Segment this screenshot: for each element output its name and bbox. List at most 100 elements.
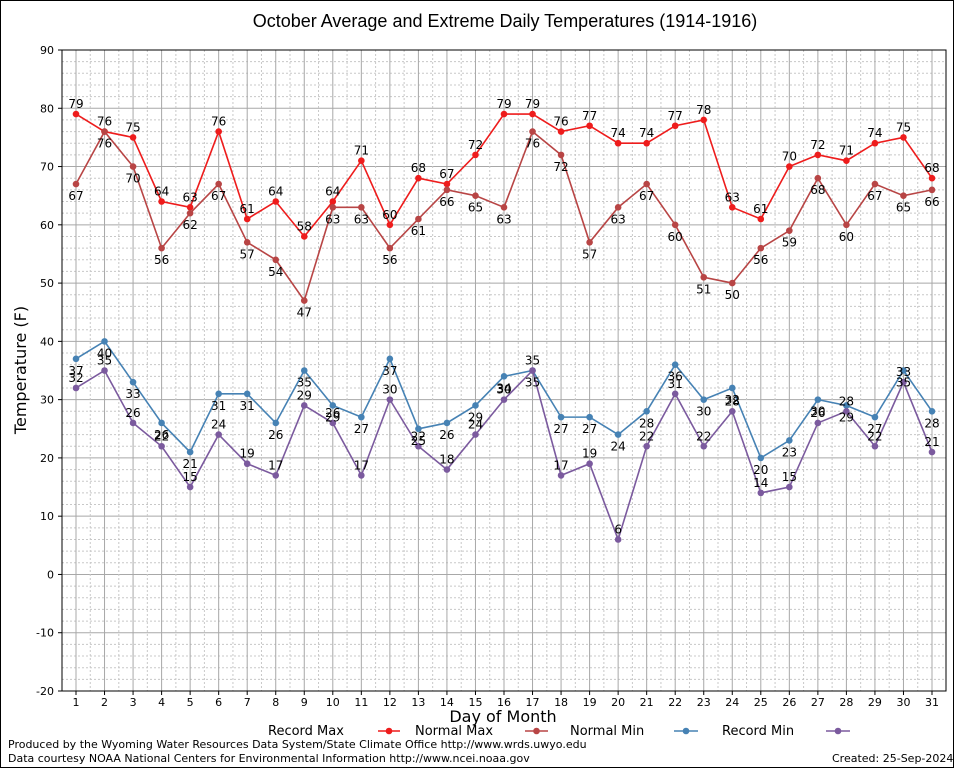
record-min-point — [500, 396, 508, 403]
normal-max-point — [443, 186, 451, 194]
record-min-data-label: 26 — [325, 406, 340, 420]
record-max-data-label: 58 — [297, 219, 312, 233]
legend-marker-record-max — [385, 727, 393, 735]
record-min-point — [814, 419, 822, 427]
normal-min-point — [757, 454, 765, 462]
normal-min-point — [900, 367, 907, 374]
x-tick-label: 20 — [611, 696, 625, 709]
normal-max-data-label: 67 — [867, 189, 882, 203]
record-max-data-label: 60 — [382, 208, 397, 222]
normal-min-data-label: 29 — [325, 410, 340, 424]
record-max-point — [614, 139, 622, 147]
normal-min-point — [557, 413, 565, 421]
data-credit: Data courtesy NOAA National Centers for … — [8, 752, 530, 765]
normal-max-point — [557, 151, 565, 159]
record-max-point — [386, 221, 394, 229]
y-tick-label: 0 — [47, 568, 54, 581]
record-max-point — [158, 198, 165, 205]
record-max-point — [300, 233, 308, 240]
normal-min-point — [586, 413, 593, 421]
y-tick-label: 60 — [40, 219, 54, 232]
record-min-data-label: 22 — [154, 429, 169, 443]
normal-min-data-label: 20 — [753, 463, 768, 477]
normal-max-point — [928, 186, 936, 194]
x-tick-label: 28 — [839, 696, 853, 709]
normal-min-point — [358, 413, 365, 421]
normal-min-data-label: 27 — [553, 422, 568, 436]
record-max-data-label: 74 — [639, 126, 654, 140]
record-max-data-label: 76 — [553, 115, 568, 129]
record-max-point — [472, 151, 479, 159]
record-max-data-label: 75 — [896, 120, 911, 134]
x-tick-label: 22 — [668, 696, 682, 709]
normal-max-point — [101, 128, 108, 135]
record-max-point — [814, 151, 822, 159]
record-min-point — [129, 419, 137, 427]
normal-max-point — [329, 204, 337, 211]
x-tick-label: 30 — [896, 696, 910, 709]
record-min-data-label: 35 — [525, 354, 540, 368]
record-max-data-label: 76 — [97, 115, 112, 129]
normal-max-point — [871, 180, 879, 188]
record-min-point — [728, 407, 736, 415]
normal-min-point — [472, 402, 479, 409]
record-max-data-label: 64 — [325, 185, 340, 199]
record-min-point — [928, 448, 936, 456]
x-tick-label: 18 — [554, 696, 568, 709]
chart-title: October Average and Extreme Daily Temper… — [253, 11, 758, 31]
legend-marker-record-min — [834, 727, 842, 735]
normal-min-data-label: 30 — [696, 405, 711, 419]
x-tick-label: 7 — [244, 696, 251, 709]
x-tick-label: 9 — [301, 696, 308, 709]
record-max-data-label: 79 — [496, 97, 511, 111]
normal-max-data-label: 72 — [553, 160, 568, 174]
record-max-point — [728, 204, 736, 211]
record-max-point — [928, 174, 936, 182]
record-min-data-label: 29 — [297, 388, 312, 402]
producer-credit: Produced by the Wyoming Water Resources … — [8, 738, 587, 751]
record-min-data-label: 24 — [211, 418, 226, 432]
record-max-data-label: 79 — [525, 97, 540, 111]
record-max-point — [186, 204, 194, 211]
record-max-data-label: 64 — [154, 185, 169, 199]
x-tick-label: 26 — [782, 696, 796, 709]
record-max-point — [272, 198, 280, 205]
record-max-data-label: 77 — [668, 109, 683, 123]
normal-min-data-label: 28 — [639, 416, 654, 430]
normal-max-point — [843, 221, 850, 229]
y-tick-label: 70 — [40, 161, 54, 174]
normal-max-point — [728, 279, 736, 287]
x-tick-label: 31 — [925, 696, 939, 709]
normal-min-data-label: 26 — [439, 428, 454, 442]
normal-max-data-label: 47 — [297, 306, 312, 320]
normal-max-data-label: 57 — [240, 247, 255, 261]
normal-max-data-label: 63 — [610, 212, 625, 226]
y-tick-label: 90 — [40, 44, 54, 57]
record-min-point — [215, 431, 222, 438]
y-tick-label: 50 — [40, 277, 54, 290]
legend-marker-normal-max — [533, 727, 540, 735]
normal-min-data-label: 33 — [125, 387, 140, 401]
x-tick-label: 19 — [583, 696, 597, 709]
normal-min-data-label: 27 — [582, 422, 597, 436]
record-max-point — [443, 180, 451, 188]
record-max-data-label: 79 — [68, 97, 83, 111]
record-max-point — [671, 122, 679, 130]
record-max-point — [871, 139, 879, 147]
record-min-data-label: 28 — [839, 394, 854, 408]
normal-min-point — [415, 425, 422, 433]
normal-min-data-label: 21 — [182, 457, 197, 471]
normal-max-data-label: 67 — [639, 189, 654, 203]
normal-min-data-label: 27 — [354, 422, 369, 436]
normal-max-point — [129, 163, 137, 170]
record-min-point — [272, 472, 280, 479]
record-min-point — [101, 367, 108, 374]
normal-min-point — [186, 448, 194, 456]
normal-max-point — [643, 180, 650, 188]
record-min-data-label: 15 — [182, 470, 197, 484]
y-tick-label: 80 — [40, 102, 54, 115]
normal-min-point — [300, 367, 308, 374]
record-max-data-label: 63 — [725, 190, 740, 204]
